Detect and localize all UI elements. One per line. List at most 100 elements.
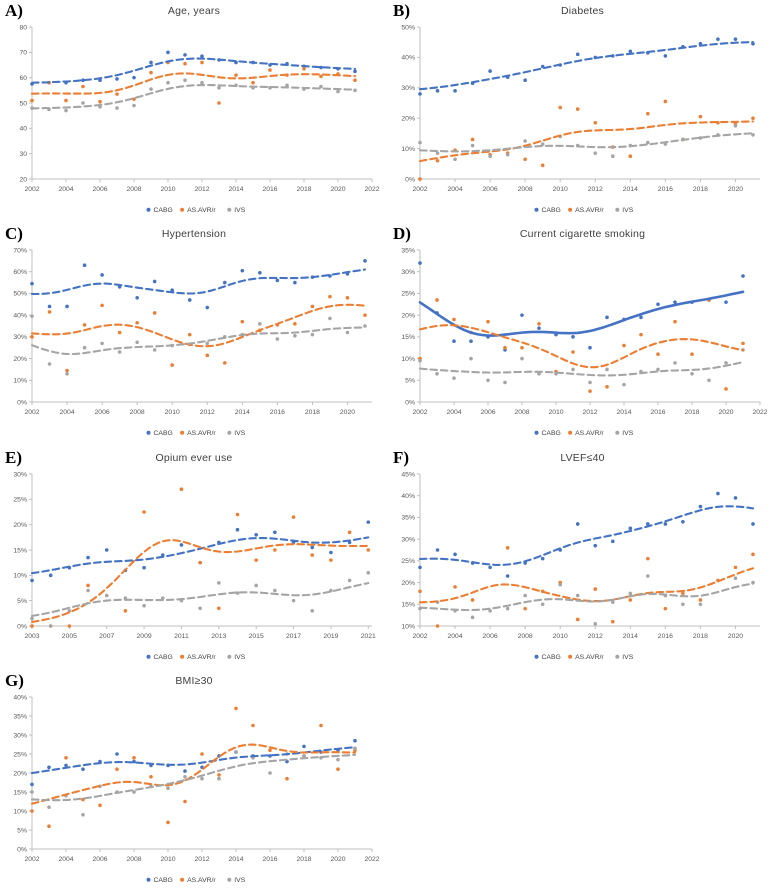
svg-text:10%: 10% xyxy=(401,623,415,630)
svg-text:20%: 20% xyxy=(13,522,27,529)
svg-text:2020: 2020 xyxy=(340,409,355,416)
svg-text:2022: 2022 xyxy=(364,856,379,863)
svg-text:2010: 2010 xyxy=(160,856,175,863)
svg-text:30%: 30% xyxy=(401,269,415,276)
chart-title-age: Age, years xyxy=(167,5,221,17)
svg-text:25%: 25% xyxy=(401,558,415,565)
panel-letter-e: E) xyxy=(5,448,22,467)
chart-title-hypertension: Hypertension xyxy=(161,228,227,240)
svg-text:0%: 0% xyxy=(17,399,27,406)
svg-text:2013: 2013 xyxy=(211,633,226,640)
svg-text:2020: 2020 xyxy=(330,186,345,193)
svg-text:20%: 20% xyxy=(13,770,27,777)
svg-text:2008: 2008 xyxy=(518,186,533,193)
svg-text:2020: 2020 xyxy=(330,856,345,863)
svg-text:25%: 25% xyxy=(13,751,27,758)
svg-text:2006: 2006 xyxy=(483,186,498,193)
svg-text:15%: 15% xyxy=(13,547,27,554)
svg-text:2020: 2020 xyxy=(728,633,743,640)
svg-text:2004: 2004 xyxy=(58,186,73,193)
svg-text:2021: 2021 xyxy=(361,633,376,640)
svg-text:70: 70 xyxy=(19,50,27,57)
chart-title-lvef: LVEF≤40 xyxy=(560,452,605,464)
empty-cell xyxy=(388,670,777,894)
svg-text:IVS: IVS xyxy=(622,207,633,214)
chart-smoking: 0% 5% 10% 15% 20% 25% 30% 35% 2002 2004 2006 2008 20… xyxy=(401,247,767,437)
chart-title-opium: Opium ever use xyxy=(155,452,233,464)
svg-text:0%: 0% xyxy=(405,399,415,406)
svg-text:2016: 2016 xyxy=(658,633,673,640)
svg-text:2020: 2020 xyxy=(718,409,733,416)
svg-text:2018: 2018 xyxy=(296,186,311,193)
svg-text:2014: 2014 xyxy=(228,186,243,193)
panel-e-opium: E) Opium ever use 0% 5% 10% 15% 20% 25% 30% 200… xyxy=(0,447,388,670)
svg-text:40%: 40% xyxy=(401,493,415,500)
svg-text:2010: 2010 xyxy=(553,633,568,640)
svg-text:30%: 30% xyxy=(401,536,415,543)
svg-text:25%: 25% xyxy=(401,291,415,298)
svg-text:IVS: IVS xyxy=(234,207,245,214)
svg-text:2010: 2010 xyxy=(548,409,563,416)
svg-text:IVS: IVS xyxy=(622,430,633,437)
panel-letter-c: C) xyxy=(5,224,23,243)
svg-text:40%: 40% xyxy=(13,312,27,319)
svg-text:10%: 10% xyxy=(13,808,27,815)
panel-letter-b: B) xyxy=(393,1,410,20)
svg-text:2014: 2014 xyxy=(623,633,638,640)
svg-text:2004: 2004 xyxy=(58,856,73,863)
svg-text:2018: 2018 xyxy=(684,409,699,416)
panel-c-hypertension: C) Hypertension 0% 10% 20% 30% 40% 50% 60% 70% 2… xyxy=(0,223,388,447)
svg-text:2006: 2006 xyxy=(92,856,107,863)
svg-text:2019: 2019 xyxy=(323,633,338,640)
svg-text:CABG: CABG xyxy=(542,207,561,214)
svg-text:CABG: CABG xyxy=(154,430,173,437)
svg-text:2006: 2006 xyxy=(483,633,498,640)
svg-text:50: 50 xyxy=(19,100,27,107)
svg-text:2008: 2008 xyxy=(126,856,141,863)
svg-text:2014: 2014 xyxy=(235,409,250,416)
panel-d-smoking: D) Current cigarette smoking 0% 5% 10% 15% 2… xyxy=(388,223,777,447)
chart-lvef: 10% 15% 20% 25% 30% 35% 40% 45% 2002 2004 2006 2008… xyxy=(401,471,760,661)
svg-text:0%: 0% xyxy=(17,846,27,853)
chart-diabetes: 0% 10% 20% 30% 40% 50% 2002 2004 2006 2008 2010 201… xyxy=(401,24,760,214)
svg-text:50%: 50% xyxy=(13,291,27,298)
svg-text:2002: 2002 xyxy=(24,856,39,863)
svg-text:AS.AVR/r: AS.AVR/r xyxy=(187,877,216,884)
chart-age: 20 30 40 50 60 70 80 2002 2004 2006 2008 2010 2012 20… xyxy=(19,24,379,214)
chart-title-bmi: BMI≥30 xyxy=(175,675,213,687)
svg-text:20%: 20% xyxy=(401,312,415,319)
svg-text:AS.AVR/r: AS.AVR/r xyxy=(575,430,604,437)
svg-text:5%: 5% xyxy=(405,378,415,385)
svg-text:2012: 2012 xyxy=(588,186,603,193)
chart-title-smoking: Current cigarette smoking xyxy=(519,228,646,240)
svg-text:2004: 2004 xyxy=(447,633,462,640)
svg-text:2018: 2018 xyxy=(693,633,708,640)
panel-letter-f: F) xyxy=(393,448,410,467)
chart-hypertension: 0% 10% 20% 30% 40% 50% 60% 70% 2002 2004 2006 2008 2… xyxy=(13,247,372,437)
svg-text:2002: 2002 xyxy=(412,186,427,193)
svg-text:60%: 60% xyxy=(13,269,27,276)
svg-text:80: 80 xyxy=(19,24,27,31)
svg-text:35%: 35% xyxy=(401,247,415,254)
svg-text:2012: 2012 xyxy=(194,856,209,863)
svg-text:5%: 5% xyxy=(17,598,27,605)
svg-text:IVS: IVS xyxy=(234,877,245,884)
svg-text:2015: 2015 xyxy=(249,633,264,640)
chart-title-diabetes: Diabetes xyxy=(560,5,605,17)
svg-text:AS.AVR/r: AS.AVR/r xyxy=(187,430,216,437)
panel-g-bmi: G) BMI≥30 0% 5% 10% 15% 20% 25% 30% 35% 40% 2002 2… xyxy=(0,670,388,894)
svg-text:20%: 20% xyxy=(13,356,27,363)
svg-text:2012: 2012 xyxy=(200,409,215,416)
svg-text:2007: 2007 xyxy=(99,633,114,640)
svg-text:10%: 10% xyxy=(13,378,27,385)
svg-text:2016: 2016 xyxy=(270,409,285,416)
chart-opium: 0% 5% 10% 15% 20% 25% 30% 2003 2005 2007 2009 2011 2… xyxy=(13,471,376,661)
panel-letter-d: D) xyxy=(393,224,411,243)
svg-text:2010: 2010 xyxy=(165,409,180,416)
svg-text:60: 60 xyxy=(19,75,27,82)
svg-text:25%: 25% xyxy=(13,497,27,504)
svg-text:30%: 30% xyxy=(401,85,415,92)
svg-text:2022: 2022 xyxy=(364,186,379,193)
svg-text:70%: 70% xyxy=(13,247,27,254)
svg-text:2002: 2002 xyxy=(24,186,39,193)
